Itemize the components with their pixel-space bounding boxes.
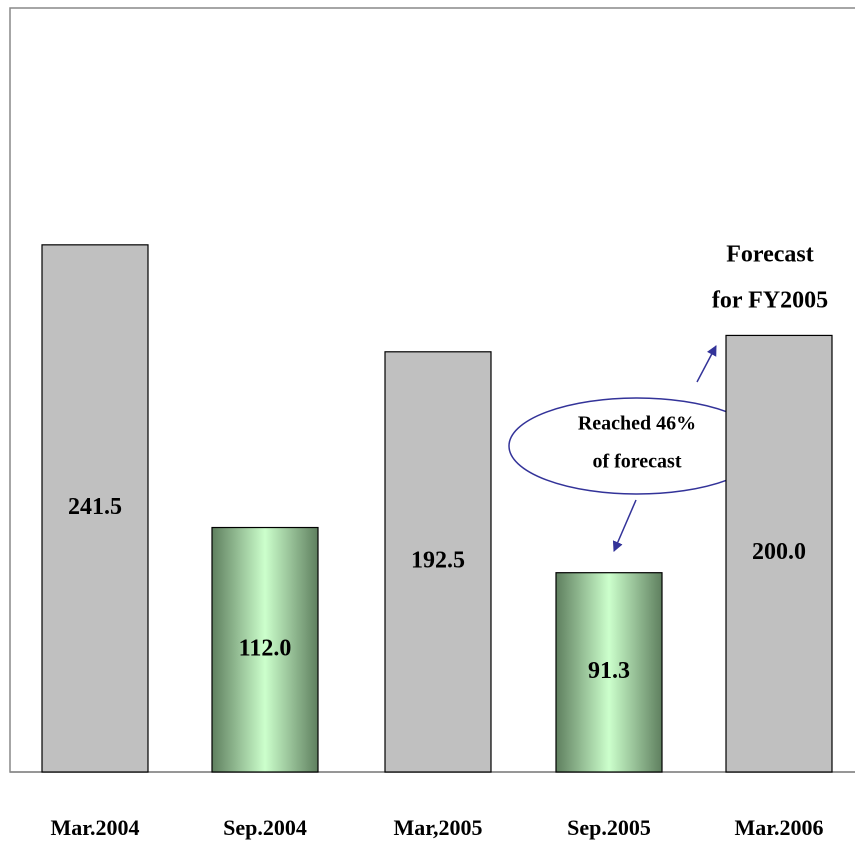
- bar: [725, 334, 833, 773]
- value-label: 91.3: [588, 658, 630, 684]
- arrow: [696, 345, 717, 383]
- value-label: 192.5: [411, 547, 465, 573]
- annotation: of forecast: [592, 451, 681, 473]
- x-tick-label: Sep.2004: [223, 815, 307, 840]
- value-label: 241.5: [68, 494, 122, 520]
- bar: [555, 572, 663, 773]
- value-label: 200.0: [752, 539, 806, 565]
- annotation: for FY2005: [712, 288, 828, 314]
- x-tick-label: Sep.2005: [567, 815, 651, 840]
- bar: [384, 351, 492, 773]
- annotation: Forecast: [726, 242, 814, 268]
- x-tick-label: Mar.2006: [734, 815, 823, 840]
- x-tick-label: Mar.2004: [50, 815, 139, 840]
- x-tick-label: Mar,2005: [393, 815, 482, 840]
- value-label: 112.0: [239, 635, 292, 661]
- arrow: [612, 499, 637, 552]
- annotation: Reached 46%: [578, 413, 696, 435]
- bar: [41, 244, 149, 773]
- bar: [211, 526, 319, 773]
